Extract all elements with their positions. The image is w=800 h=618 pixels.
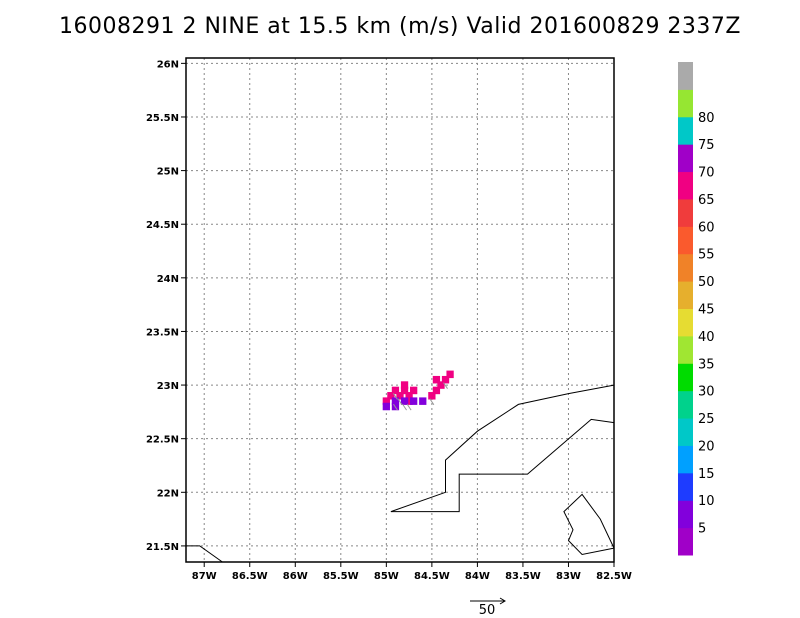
map-frame [185,57,615,563]
wind-vector [393,393,398,400]
lat-tick-label: 26N [157,59,179,70]
wind-cell [405,392,413,400]
colorbar-swatch [678,445,693,474]
colorbar-swatch [678,226,693,255]
colorbar-label: 45 [698,303,715,318]
colorbar-label: 35 [698,357,715,372]
wind-cell [396,392,404,400]
wind-cell [432,386,441,395]
lat-tick-label: 24.5N [146,220,179,231]
colorbar-label: 75 [698,138,715,153]
colorbar-label: 55 [698,248,715,263]
lat-tick-label: 24N [157,274,179,285]
wind-cell [400,381,409,389]
wind-cell [437,381,445,389]
coastline [390,384,615,513]
colorbar-swatch [678,62,693,90]
lat-tick-label: 22N [157,488,179,499]
lat-tick-label: 25N [157,167,179,178]
lat-tick-label: 23.5N [146,327,179,338]
wind-cell [400,386,409,395]
lon-tick-label: 84W [465,571,490,582]
coastlines [186,384,615,563]
wind-cell [428,392,436,400]
wind-vector [397,398,403,406]
wind-cell [446,370,454,379]
colorbar-swatch [678,281,693,309]
colorbar-label: 70 [698,166,715,181]
wind-cell [382,402,390,411]
colorbar-swatch [678,390,693,419]
lon-tick-label: 86W [283,571,308,582]
colorbar-label: 60 [698,220,715,235]
colorbar-label: 40 [698,330,715,345]
colorbar-swatch [678,253,693,282]
wind-cell [405,397,413,405]
wind-cell [419,397,427,405]
lat-tick-label: 25.5N [146,113,179,124]
wind-cell [391,397,400,405]
colorbar: 5 10 15 20 25 30 35 40 45 50 55 60 65 70 75 80 [678,62,715,556]
colorbar-swatch [678,472,693,501]
reference-arrow-head [499,597,506,605]
wind-cell [382,397,390,405]
colorbar-label: 80 [698,111,715,126]
plot-title: 16008291 2 NINE at 15.5 km (m/s) Valid 2… [59,14,741,39]
colorbar-swatch [678,116,693,145]
colorbar-swatch [678,527,693,556]
wind-vector [406,403,412,411]
longitude-axis: 87W 86.5W 86W 85.5W 85W 84.5W 84W 83.5W 83W 82.5W [192,562,632,582]
lon-tick-label: 87W [192,571,217,582]
lon-tick-label: 84.5W [414,571,450,582]
wind-cell [410,397,418,405]
colorbar-label: 50 [698,275,715,290]
colorbar-label: 5 [698,522,706,537]
lat-tick-label: 23N [157,381,179,392]
wind-cell [410,386,418,395]
colorbar-label: 25 [698,412,715,427]
wind-cell [432,375,441,384]
colorbar-swatch [678,500,693,529]
colorbar-swatch [678,363,693,392]
colorbar-label: 20 [698,439,715,454]
colorbar-swatch [678,144,693,173]
latitude-axis: 21.5N 22N 22.5N 23N 23.5N 24N 24.5N 25N 25.5N 26N [146,59,186,553]
colorbar-label: 65 [698,193,715,208]
wind-cell [400,397,409,405]
lon-tick-label: 83.5W [505,571,541,582]
lat-tick-label: 21.5N [146,542,179,553]
wind-vector [393,403,398,411]
colorbar-swatch [678,308,693,337]
reference-vector: 50 [470,597,506,618]
coastline [390,418,615,513]
wind-vector [443,382,448,389]
colorbar-swatch [678,418,693,446]
lat-lon-grid [186,58,615,562]
wind-cell [387,392,395,400]
wind-cell [391,386,400,395]
coastline [186,545,223,563]
lon-tick-label: 83W [556,571,581,582]
wind-vectors [393,382,448,411]
reference-vector-label: 50 [479,603,496,618]
lon-tick-label: 82.5W [596,571,632,582]
wind-vector [429,398,435,406]
lon-tick-label: 85.5W [323,571,359,582]
lon-tick-label: 86.5W [232,571,268,582]
colorbar-swatch [678,335,693,364]
colorbar-swatch [678,89,693,118]
coastline [563,493,615,556]
colorbar-swatch [678,171,693,200]
colorbar-label: 10 [698,494,715,509]
colorbar-label: 15 [698,467,715,482]
wind-cell [441,375,450,384]
lon-tick-label: 85W [374,571,399,582]
lat-tick-label: 22.5N [146,435,179,446]
wind-vector [402,403,407,411]
colorbar-swatch [678,198,693,227]
colorbar-label: 30 [698,385,715,400]
